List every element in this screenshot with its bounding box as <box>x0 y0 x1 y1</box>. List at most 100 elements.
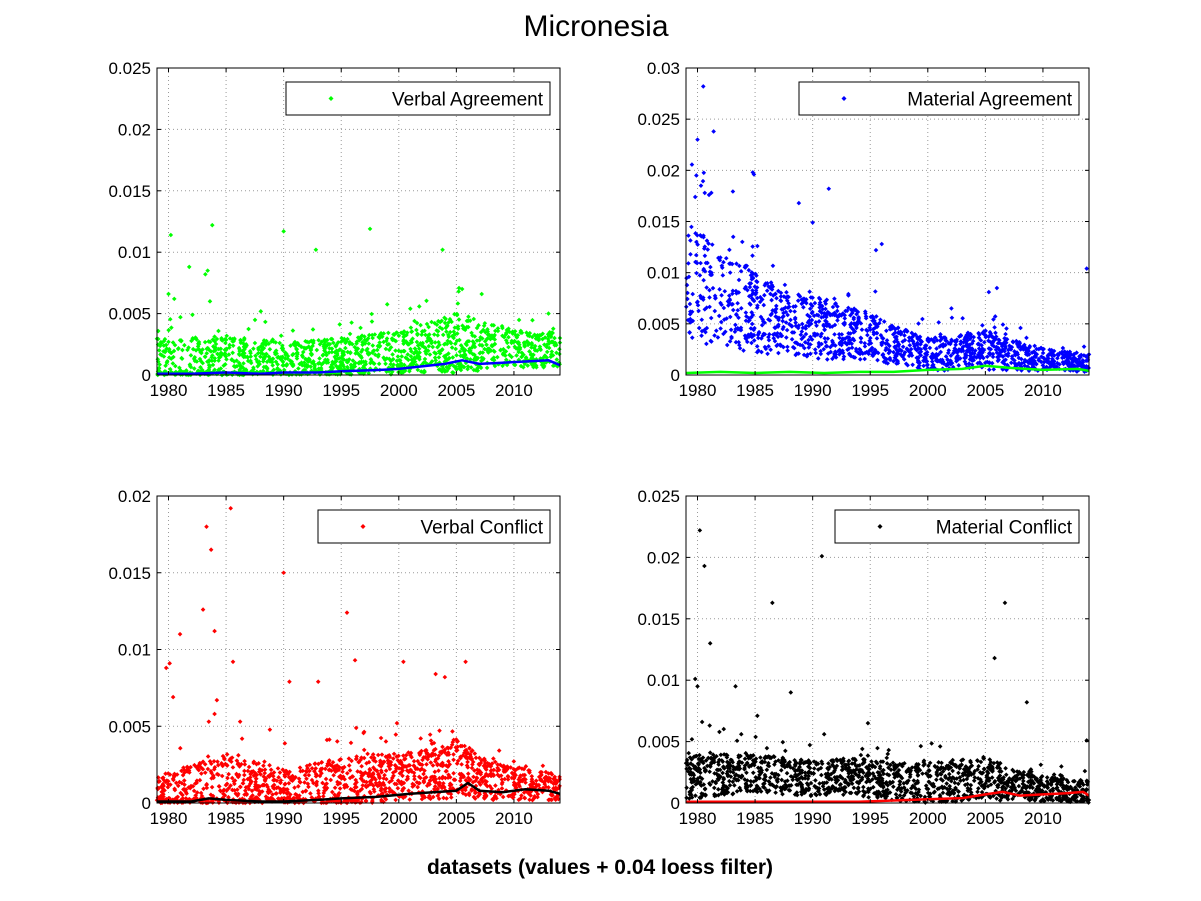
data-point <box>466 314 471 320</box>
data-point <box>325 357 330 363</box>
data-point <box>902 333 907 338</box>
data-point <box>839 332 845 337</box>
data-point <box>215 759 220 764</box>
data-point <box>1069 364 1074 369</box>
data-point <box>427 332 432 337</box>
data-point <box>211 759 217 764</box>
data-point <box>387 779 392 785</box>
data-point <box>753 271 758 277</box>
data-point <box>989 334 995 339</box>
data-point <box>968 786 973 792</box>
data-point <box>243 367 249 372</box>
data-point <box>808 351 813 357</box>
data-point <box>881 767 886 773</box>
data-point <box>337 359 343 365</box>
data-point <box>301 360 307 365</box>
data-point <box>290 352 295 358</box>
data-point <box>937 338 943 343</box>
data-point <box>755 335 761 341</box>
data-point <box>721 317 727 322</box>
data-point <box>826 322 832 327</box>
data-point <box>156 365 162 371</box>
data-point <box>181 767 187 773</box>
data-point <box>482 758 488 764</box>
data-point <box>394 720 400 726</box>
data-point <box>316 366 322 371</box>
data-point <box>794 351 800 356</box>
data-point <box>865 786 871 791</box>
data-point <box>451 757 456 763</box>
data-point <box>780 739 786 745</box>
data-point-outlier <box>344 610 350 615</box>
data-point <box>373 780 379 786</box>
data-point <box>1002 361 1007 367</box>
data-point <box>968 350 973 356</box>
data-point <box>495 772 501 778</box>
data-point <box>492 349 497 354</box>
data-point <box>308 346 314 352</box>
data-point <box>704 238 710 244</box>
data-point <box>968 332 974 337</box>
data-point <box>430 774 436 780</box>
data-point <box>393 348 398 353</box>
data-point <box>322 343 328 348</box>
data-point <box>163 342 169 348</box>
data-point <box>1067 349 1073 355</box>
data-point <box>529 355 535 360</box>
y-tick-label: 0.02 <box>647 161 680 180</box>
data-point <box>511 362 517 367</box>
data-point <box>457 771 463 777</box>
data-point <box>435 332 441 338</box>
data-point <box>173 363 178 369</box>
data-point <box>448 745 454 751</box>
data-point <box>391 791 396 796</box>
data-point <box>369 332 375 338</box>
data-point <box>783 305 788 310</box>
data-point <box>489 357 495 362</box>
data-point <box>713 296 718 301</box>
data-point-outlier <box>205 268 210 273</box>
data-point <box>458 343 464 348</box>
data-point <box>444 364 449 370</box>
data-point <box>310 327 316 332</box>
data-point <box>246 326 251 332</box>
data-point <box>788 308 793 314</box>
data-point <box>417 767 423 773</box>
data-point <box>525 340 530 345</box>
data-point-outlier <box>209 222 215 228</box>
data-point <box>393 338 399 344</box>
data-point <box>971 357 977 363</box>
data-point <box>981 347 987 353</box>
data-point-outlier <box>730 234 736 240</box>
data-point <box>338 773 343 779</box>
data-point <box>1021 347 1026 352</box>
data-point <box>977 332 982 337</box>
data-point <box>209 776 214 781</box>
data-point <box>208 768 214 774</box>
data-point <box>226 352 232 357</box>
data-point <box>324 737 330 743</box>
data-point <box>546 341 552 346</box>
data-point <box>884 338 890 343</box>
data-point <box>359 355 364 361</box>
data-point <box>917 767 923 773</box>
data-point <box>238 365 244 371</box>
data-point <box>291 341 296 347</box>
data-point <box>482 338 488 344</box>
data-point <box>769 287 775 292</box>
data-point <box>555 364 560 369</box>
data-point <box>1015 342 1020 347</box>
data-point <box>979 353 984 359</box>
data-point <box>216 328 221 334</box>
data-point <box>773 306 779 312</box>
data-point <box>163 771 168 776</box>
data-point <box>1018 347 1023 352</box>
data-point <box>899 330 904 336</box>
data-point <box>996 340 1002 346</box>
data-point <box>693 252 699 258</box>
figure-title: Micronesia <box>523 10 668 43</box>
data-point <box>390 756 396 761</box>
data-point <box>239 736 245 742</box>
data-point <box>541 361 546 367</box>
data-point <box>364 348 369 353</box>
